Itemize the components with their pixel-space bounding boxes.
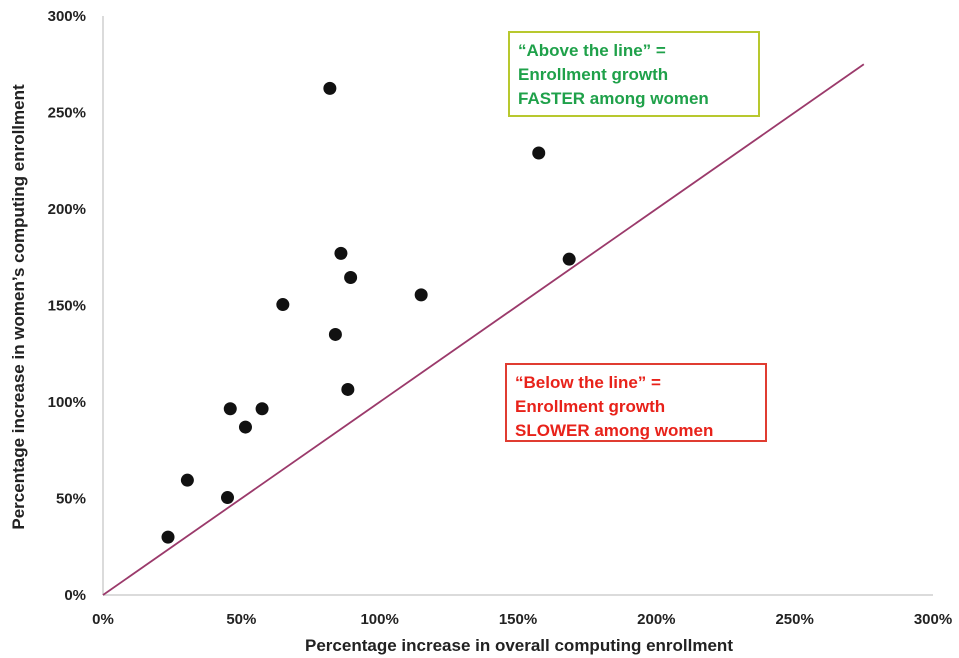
y-tick-label: 250% xyxy=(48,105,86,122)
axes xyxy=(102,16,933,596)
data-point xyxy=(344,271,358,285)
above-annotation-line-2: Enrollment growth xyxy=(518,65,669,84)
data-point xyxy=(414,288,428,302)
y-tick-label: 300% xyxy=(48,8,86,25)
data-points xyxy=(161,81,576,544)
data-point xyxy=(238,420,252,434)
tick-labels: 0% 50% 100% 150% 200% 250% 300% 0% 50% 100% 150% 20… xyxy=(48,8,953,628)
data-point xyxy=(161,530,175,544)
above-annotation-line-1: “Above the line” = xyxy=(518,41,666,60)
below-annotation-line-1: “Below the line” = xyxy=(515,373,661,392)
y-tick-label: 200% xyxy=(48,201,86,218)
data-point xyxy=(328,327,342,341)
data-point xyxy=(223,402,237,416)
x-tick-label: 100% xyxy=(360,611,398,628)
x-tick-label: 50% xyxy=(226,611,256,628)
data-point xyxy=(532,146,546,160)
data-point xyxy=(255,402,269,416)
above-the-line-annotation: “Above the line” = Enrollment growth FAS… xyxy=(508,31,760,117)
y-tick-label: 150% xyxy=(48,298,86,315)
data-point xyxy=(180,473,194,487)
y-tick-label: 100% xyxy=(48,394,86,411)
below-the-line-annotation: “Below the line” = Enrollment growth SLO… xyxy=(505,363,767,442)
data-point xyxy=(334,246,348,260)
x-axis-label: Percentage increase in overall computing… xyxy=(305,636,733,655)
x-tick-label: 150% xyxy=(499,611,537,628)
y-axis-label: Percentage increase in women’s computing… xyxy=(9,84,28,530)
above-annotation-line-3: FASTER among women xyxy=(518,89,709,108)
data-point xyxy=(341,382,355,396)
data-point xyxy=(276,298,290,312)
data-point xyxy=(562,252,576,266)
below-annotation-line-2: Enrollment growth xyxy=(515,397,666,416)
below-annotation-line-3: SLOWER among women xyxy=(515,421,714,440)
x-tick-label: 250% xyxy=(775,611,813,628)
y-tick-label: 0% xyxy=(64,587,86,604)
reference-line-layer xyxy=(102,63,865,596)
data-point xyxy=(323,81,337,95)
y-tick-label: 50% xyxy=(56,491,86,508)
x-tick-label: 0% xyxy=(92,611,114,628)
x-tick-label: 300% xyxy=(914,611,952,628)
reference-line xyxy=(102,63,865,596)
data-point xyxy=(221,491,234,505)
x-tick-label: 200% xyxy=(637,611,675,628)
